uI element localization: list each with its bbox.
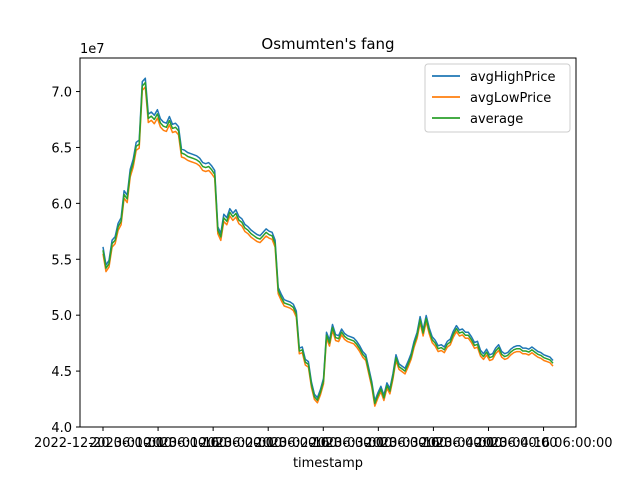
chart-title: Osmumten's fang [261,35,394,53]
y-offset-label: 1e7 [80,42,105,57]
series-line-avgHighPrice [102,77,554,402]
x-tick-label: 2023-01-16 06:00:00 [144,436,282,451]
y-tick-label: 6.5 [51,141,72,156]
y-tick-label: 6.0 [51,197,72,212]
x-tick-label: 2023-01-01 06:00:00 [89,436,227,451]
x-tick-label: 2023-04-01 06:00:00 [419,436,557,451]
legend-box [424,63,571,133]
x-tick-label: 2022-12-20 06:00:00 [34,436,172,451]
legend-label-avgLowPrice: avgLowPrice [470,91,551,106]
y-tick-label: 4.5 [51,365,72,380]
y-tick-label: 4.0 [51,421,72,436]
x-tick-label: 2023-02-16 06:00:00 [254,436,392,451]
x-tick-label: 2023-03-01 06:00:00 [309,436,447,451]
y-tick-label: 5.0 [51,309,72,324]
plot-frame [79,57,577,428]
series-line-average [102,81,554,405]
x-axis-label: timestamp [293,456,363,471]
legend: avgHighPrice avgLowPrice average [424,63,571,133]
y-tick-label: 7.0 [51,86,72,101]
series-layer [102,77,554,407]
x-tick-label: 2023-02-01 06:00:00 [199,436,337,451]
legend-label-avgHighPrice: avgHighPrice [470,70,556,85]
legend-label-average: average [470,112,523,127]
y-axis: 4.0 4.5 5.0 5.5 6.0 6.5 7.0 [51,86,80,436]
x-tick-label: 2023-04-16 06:00:00 [475,436,613,451]
series-line-avgLowPrice [102,86,554,407]
y-tick-label: 5.5 [51,253,72,268]
x-tick-label: 2023-03-16 06:00:00 [364,436,502,451]
